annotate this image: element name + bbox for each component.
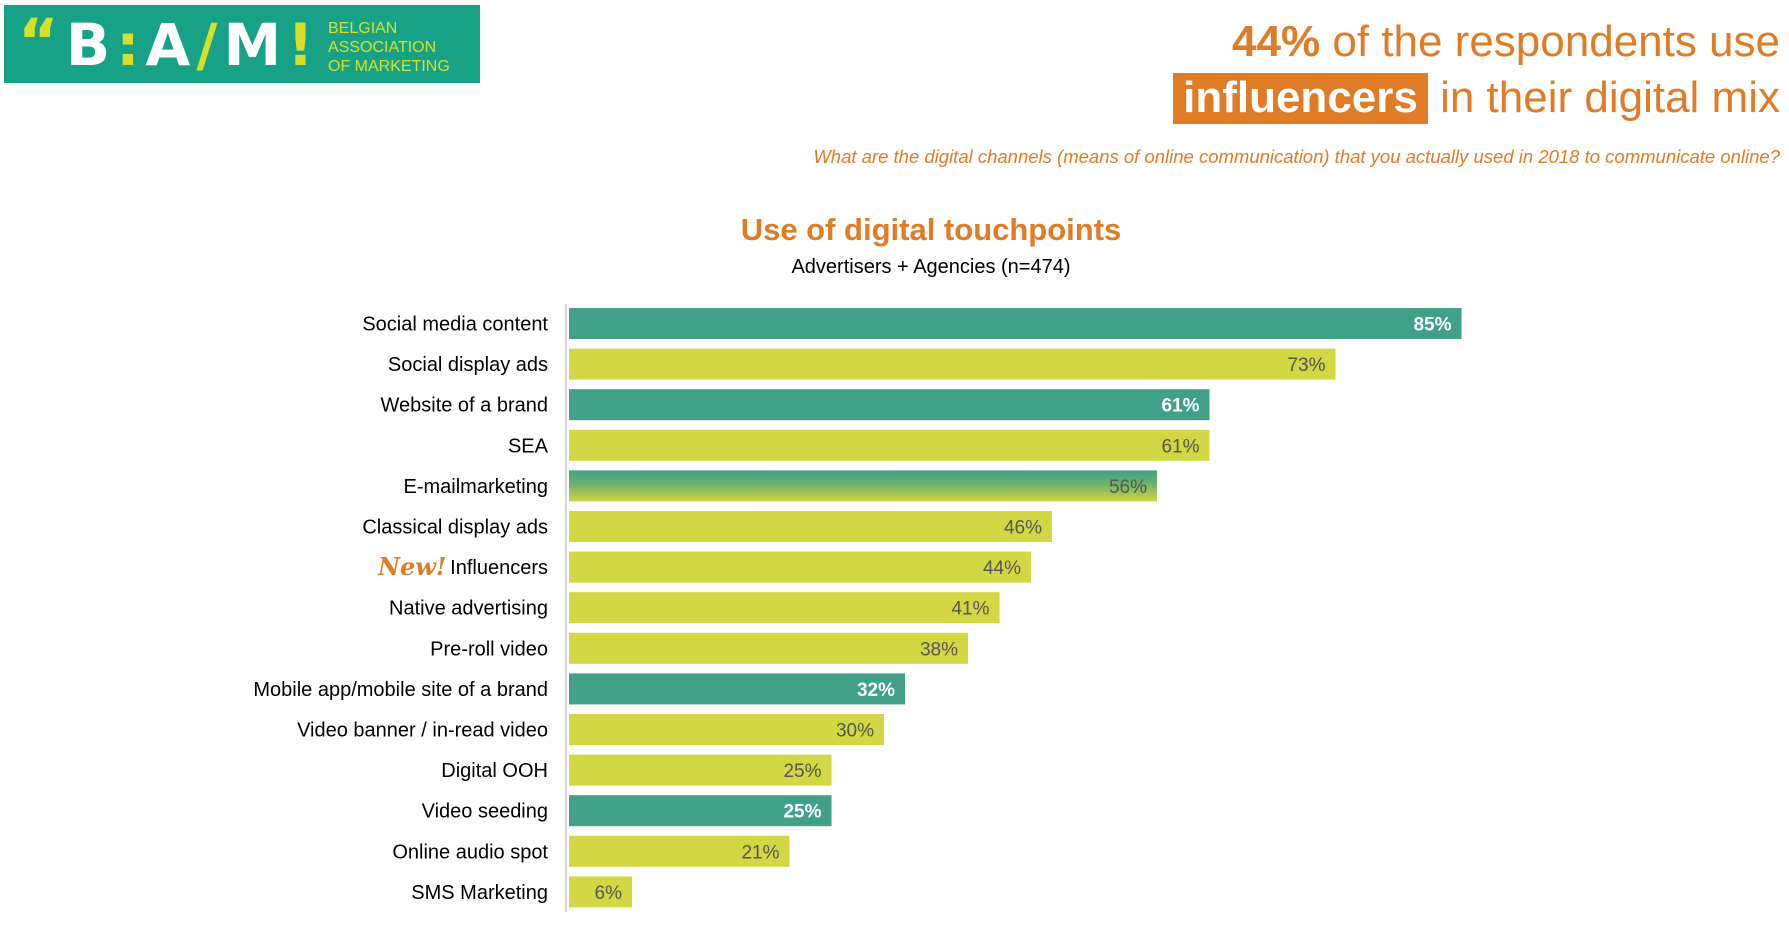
data-label-social-media-content: 85% (1413, 315, 1451, 336)
logo-wordmark: B:A/M! (66, 16, 320, 74)
bar-website-of-a-brand (569, 389, 1210, 421)
logo-letter-a: A (145, 11, 197, 79)
category-label-video-banner-in-read-video: Video banner / in-read video (297, 720, 548, 742)
category-label-mobile-app-mobile-site-of-a-brand: Mobile app/mobile site of a brand (253, 679, 548, 701)
logo-colon: : (116, 11, 146, 79)
category-label-digital-ooh: Digital OOH (441, 760, 548, 782)
logo-quote-mark: “ (18, 5, 59, 78)
category-label-e-mailmarketing: E-mailmarketing (404, 476, 548, 498)
bar-digital-ooh (569, 754, 832, 786)
bar-classical-display-ads (569, 511, 1052, 542)
bar-pre-roll-video (569, 632, 968, 664)
data-label-classical-display-ads: 46% (1004, 518, 1042, 539)
category-label-sms-marketing: SMS Marketing (411, 882, 548, 904)
chart-title: Use of digital touchpoints (741, 212, 1122, 247)
bar-social-media-content (569, 308, 1462, 339)
bar-social-display-ads (569, 348, 1336, 380)
new-tag: New! (377, 552, 446, 581)
headline: 44% of the respondents use influencers i… (1173, 14, 1780, 126)
category-label-native-advertising: Native advertising (389, 598, 548, 620)
logo-exclamation: ! (287, 11, 320, 79)
logo-slash: / (196, 11, 224, 79)
headline-line-1-text: of the respondents use (1320, 17, 1780, 66)
data-label-sea: 61% (1161, 436, 1199, 457)
category-label-online-audio-spot: Online audio spot (392, 841, 548, 863)
data-label-native-advertising: 41% (951, 599, 989, 620)
category-label-website-of-a-brand: Website of a brand (380, 395, 548, 417)
data-label-social-display-ads: 73% (1287, 355, 1325, 376)
headline-line-2: influencers in their digital mix (1173, 70, 1780, 126)
bar-online-audio-spot (569, 835, 790, 867)
bar-e-mailmarketing (569, 470, 1157, 502)
bar-video-seeding (569, 795, 832, 827)
data-label-digital-ooh: 25% (783, 761, 821, 782)
headline-highlight: influencers (1173, 73, 1428, 124)
headline-percentage: 44% (1232, 17, 1321, 66)
logo-letter-m: M (223, 11, 288, 79)
data-label-e-mailmarketing: 56% (1109, 477, 1147, 498)
headline-line-2-text: in their digital mix (1427, 73, 1780, 122)
category-label-pre-roll-video: Pre-roll video (430, 638, 548, 660)
data-label-online-audio-spot: 21% (741, 842, 779, 863)
category-label-classical-display-ads: Classical display ads (362, 517, 548, 539)
data-label-influencers: 44% (983, 558, 1021, 579)
bar-sms-marketing (569, 876, 632, 908)
logo-name-line-1: BELGIAN (328, 20, 398, 37)
bar-native-advertising (569, 592, 1000, 624)
data-label-video-seeding: 25% (783, 802, 821, 823)
data-label-sms-marketing: 6% (595, 883, 623, 904)
logo-organization-name: BELGIAN ASSOCIATION OF MARKETING (328, 19, 450, 76)
bam-logo: “ B:A/M! BELGIAN ASSOCIATION OF MARKETIN… (4, 5, 480, 83)
logo-name-line-3: OF MARKETING (328, 58, 450, 75)
category-label-social-media-content: Social media content (362, 314, 548, 336)
logo-name-line-2: ASSOCIATION (328, 39, 437, 56)
bar-mobile-app-mobile-site-of-a-brand (569, 673, 905, 705)
data-label-pre-roll-video: 38% (920, 639, 958, 660)
category-label-influencers: Influencers (450, 557, 548, 579)
chart-subtitle: Advertisers + Agencies (n=474) (791, 256, 1070, 278)
headline-line-1: 44% of the respondents use (1173, 14, 1780, 70)
survey-question: What are the digital channels (means of … (813, 146, 1780, 167)
bar-video-banner-in-read-video (569, 714, 884, 745)
category-label-sea: SEA (508, 435, 549, 457)
data-label-mobile-app-mobile-site-of-a-brand: 32% (857, 680, 895, 701)
bar-sea (569, 429, 1210, 461)
logo-letter-b: B (66, 11, 117, 79)
bar-influencers (569, 551, 1031, 583)
data-label-video-banner-in-read-video: 30% (836, 721, 874, 742)
data-label-website-of-a-brand: 61% (1161, 396, 1199, 417)
category-label-video-seeding: Video seeding (422, 801, 548, 823)
category-label-social-display-ads: Social display ads (388, 354, 548, 376)
